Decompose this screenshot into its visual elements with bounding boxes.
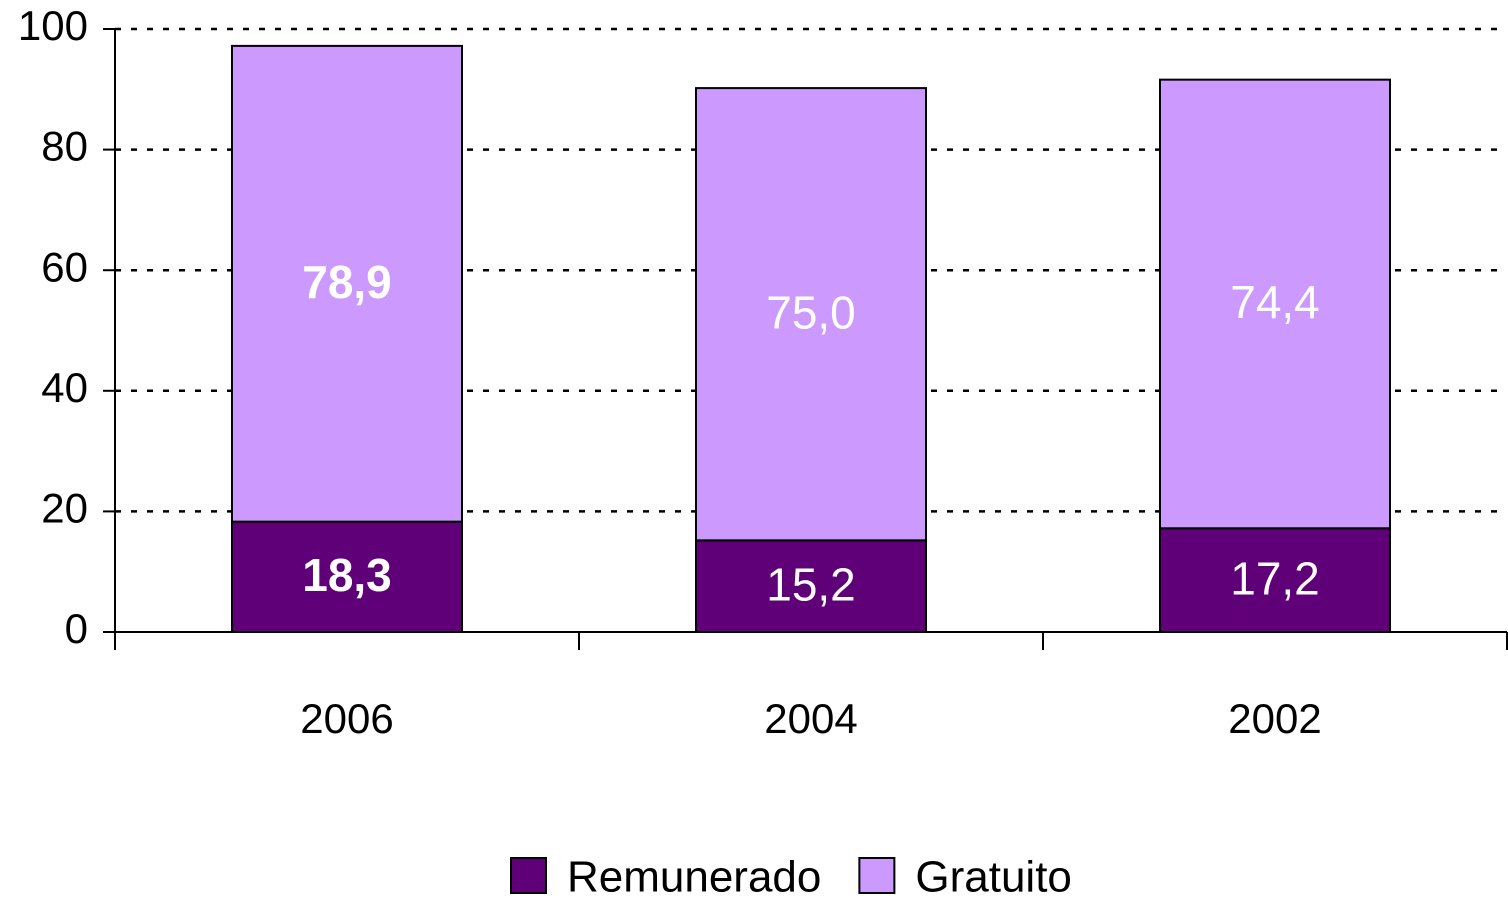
y-tick-label: 0 xyxy=(65,605,88,652)
data-label: 15,2 xyxy=(766,558,856,610)
x-tick-label: 2002 xyxy=(1228,695,1321,742)
bar-segment xyxy=(695,87,927,542)
y-tick-label: 100 xyxy=(18,2,88,49)
data-label: 75,0 xyxy=(766,286,856,338)
data-label: 78,9 xyxy=(302,256,392,308)
legend-swatch xyxy=(510,857,547,894)
y-tick-label: 60 xyxy=(41,243,88,290)
data-label: 74,4 xyxy=(1230,276,1320,328)
y-tick-label: 20 xyxy=(41,484,88,531)
legend-swatch xyxy=(858,857,896,894)
legend-label: Gratuito xyxy=(915,853,1072,902)
x-tick-label: 2004 xyxy=(764,695,857,742)
bar-segment xyxy=(231,520,463,633)
y-tick-label: 40 xyxy=(41,364,88,411)
data-label: 18,3 xyxy=(302,549,392,601)
bar-segment xyxy=(1159,527,1391,633)
bar-segment xyxy=(231,44,463,523)
legend-label: Remunerado xyxy=(567,853,821,902)
x-tick-label: 2006 xyxy=(300,695,393,742)
bar-segment xyxy=(1159,78,1391,530)
data-label: 17,2 xyxy=(1230,552,1320,604)
y-tick-label: 80 xyxy=(41,123,88,170)
